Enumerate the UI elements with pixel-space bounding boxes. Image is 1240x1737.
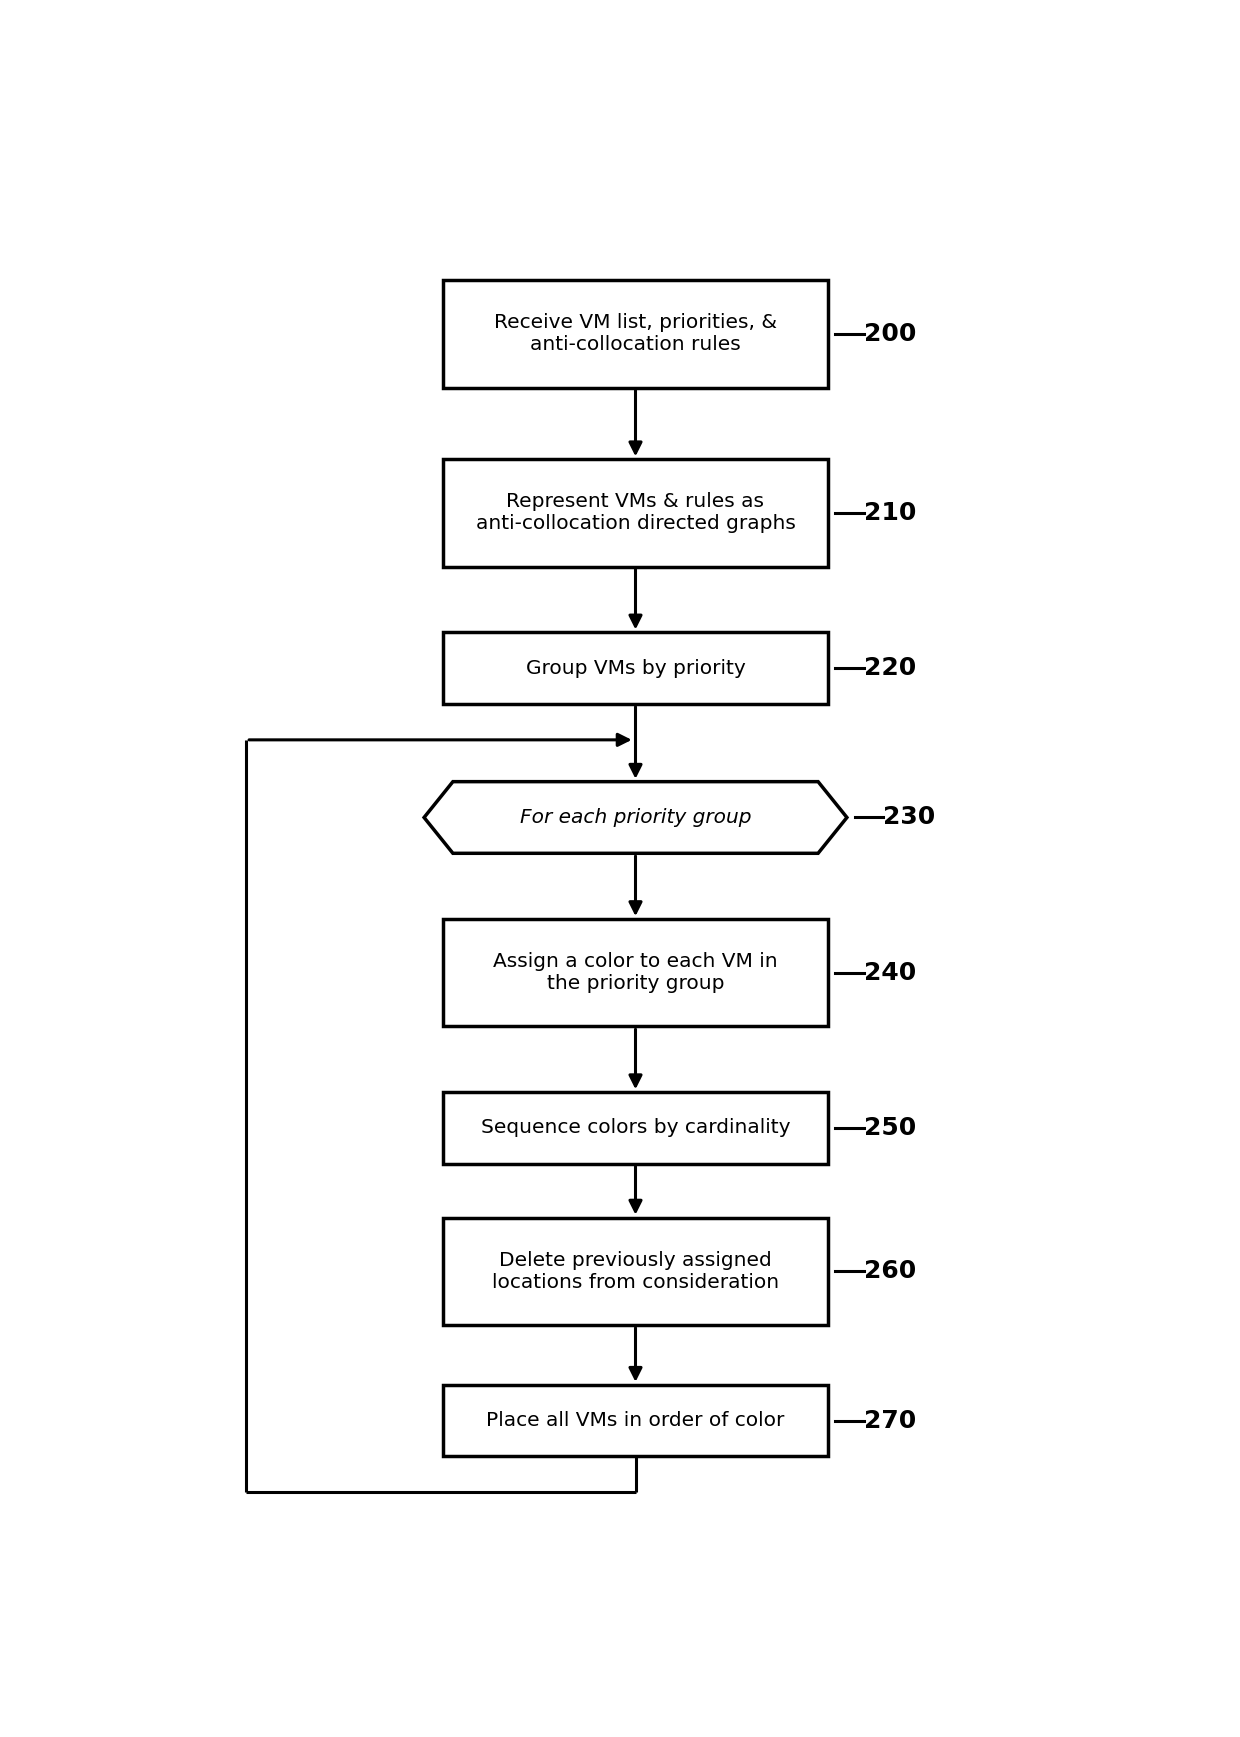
FancyBboxPatch shape <box>444 632 828 703</box>
Text: 200: 200 <box>864 321 916 346</box>
Text: Assign a color to each VM in
the priority group: Assign a color to each VM in the priorit… <box>494 952 777 994</box>
Text: Delete previously assigned
locations from consideration: Delete previously assigned locations fro… <box>492 1251 779 1292</box>
Text: Sequence colors by cardinality: Sequence colors by cardinality <box>481 1119 790 1138</box>
Text: 270: 270 <box>864 1409 916 1433</box>
Text: Group VMs by priority: Group VMs by priority <box>526 658 745 677</box>
Polygon shape <box>424 782 847 853</box>
Text: Place all VMs in order of color: Place all VMs in order of color <box>486 1410 785 1430</box>
FancyBboxPatch shape <box>444 1218 828 1325</box>
FancyBboxPatch shape <box>444 459 828 566</box>
FancyBboxPatch shape <box>444 1384 828 1456</box>
FancyBboxPatch shape <box>444 280 828 387</box>
Text: 210: 210 <box>864 500 916 525</box>
Text: For each priority group: For each priority group <box>520 808 751 827</box>
FancyBboxPatch shape <box>444 1093 828 1164</box>
Text: Receive VM list, priorities, &
anti-collocation rules: Receive VM list, priorities, & anti-coll… <box>494 313 777 354</box>
Text: 250: 250 <box>864 1115 916 1139</box>
FancyBboxPatch shape <box>444 919 828 1027</box>
Text: 260: 260 <box>864 1259 916 1284</box>
Text: 230: 230 <box>883 806 936 830</box>
Text: 220: 220 <box>864 657 916 681</box>
Text: Represent VMs & rules as
anti-collocation directed graphs: Represent VMs & rules as anti-collocatio… <box>476 493 795 533</box>
Text: 240: 240 <box>864 961 916 985</box>
